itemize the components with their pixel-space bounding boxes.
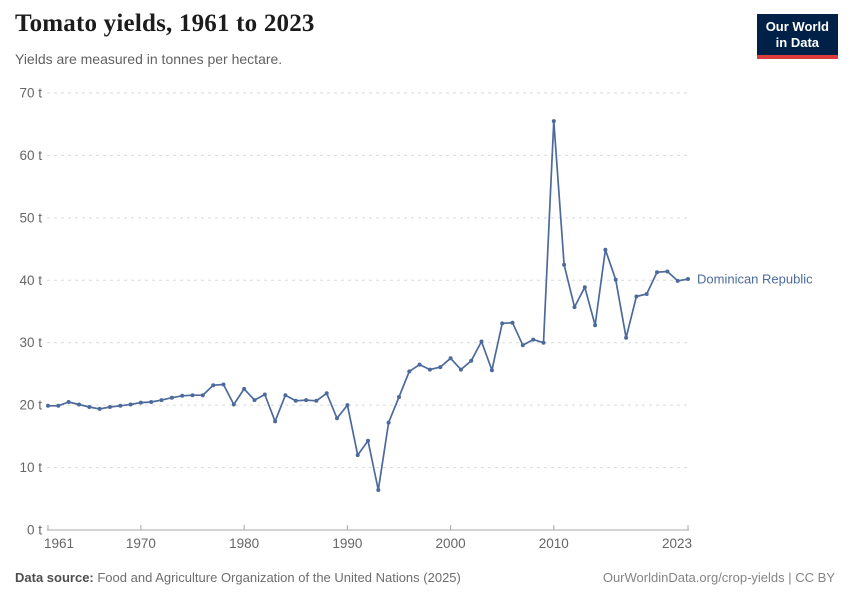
data-point-1979[interactable]	[231, 402, 236, 407]
data-point-1971[interactable]	[149, 400, 154, 404]
data-point-1990[interactable]	[345, 403, 350, 408]
data-point-1984[interactable]	[283, 393, 288, 398]
data-point-2021[interactable]	[665, 269, 670, 274]
data-source-text: Food and Agriculture Organization of the…	[93, 570, 461, 585]
data-point-2014[interactable]	[593, 323, 598, 328]
data-point-1977[interactable]	[211, 383, 216, 388]
data-point-1997[interactable]	[417, 362, 422, 367]
x-tick-label-1990: 1990	[332, 536, 362, 551]
x-tick-label-1961: 1961	[44, 536, 74, 551]
data-source-note: Data source: Food and Agriculture Organi…	[15, 570, 461, 585]
data-point-1981[interactable]	[252, 398, 257, 403]
data-point-1967[interactable]	[107, 405, 112, 409]
data-point-1970[interactable]	[138, 400, 143, 405]
data-point-1975[interactable]	[190, 393, 195, 398]
data-point-2003[interactable]	[479, 339, 484, 344]
data-point-1998[interactable]	[427, 367, 432, 372]
y-tick-label-10: 10 t	[19, 460, 42, 475]
data-point-2022[interactable]	[675, 278, 680, 283]
data-point-2018[interactable]	[634, 294, 639, 299]
data-point-1993[interactable]	[376, 488, 381, 492]
data-source-label: Data source:	[15, 570, 94, 585]
data-point-1988[interactable]	[324, 391, 329, 396]
owid-logo-line1: Our World	[765, 19, 829, 34]
data-point-2001[interactable]	[458, 367, 463, 372]
data-point-2015[interactable]	[603, 247, 608, 252]
data-point-2020[interactable]	[655, 270, 659, 275]
data-point-2007[interactable]	[520, 343, 525, 348]
owid-logo[interactable]: Our World in Data	[756, 14, 838, 59]
y-tick-label-0: 0 t	[27, 523, 42, 538]
data-point-2012[interactable]	[572, 305, 577, 310]
owid-url-link[interactable]: OurWorldinData.org/crop-yields | CC BY	[602, 570, 835, 585]
data-point-1974[interactable]	[180, 393, 185, 398]
x-tick-label-2000: 2000	[436, 536, 466, 551]
y-tick-label-50: 50 t	[19, 210, 42, 225]
entity-label: Dominican Republic	[697, 272, 813, 287]
data-point-2017[interactable]	[624, 335, 629, 340]
data-point-1989[interactable]	[335, 416, 339, 421]
y-tick-label-20: 20 t	[19, 398, 42, 413]
data-point-1982[interactable]	[262, 392, 267, 397]
page-title: Tomato yields, 1961 to 2023	[15, 10, 315, 37]
x-tick-label-2010: 2010	[539, 536, 569, 551]
data-point-1987[interactable]	[314, 398, 319, 403]
line-chart-canvas[interactable]: 0 t 10 t 20 t 30 t 40 t 50 t 60 t 70 t 1961 1970 1…	[0, 85, 850, 555]
data-point-2002[interactable]	[469, 358, 474, 363]
data-point-2010[interactable]	[551, 119, 556, 124]
data-point-1968[interactable]	[118, 403, 123, 408]
data-point-2008[interactable]	[531, 337, 536, 342]
data-point-2004[interactable]	[489, 368, 494, 373]
data-point-1999[interactable]	[438, 365, 443, 370]
data-point-1986[interactable]	[304, 398, 309, 403]
data-point-2005[interactable]	[500, 321, 505, 326]
chart-subtitle: Yields are measured in tonnes per hectar…	[15, 51, 283, 67]
y-tick-label-30: 30 t	[19, 335, 42, 350]
data-point-1963[interactable]	[66, 400, 71, 404]
data-point-1985[interactable]	[293, 398, 298, 403]
data-point-2006[interactable]	[510, 320, 515, 325]
data-point-1996[interactable]	[407, 369, 412, 374]
x-tick-label-2023: 2023	[662, 536, 692, 551]
data-point-1991[interactable]	[355, 453, 360, 458]
data-point-1992[interactable]	[366, 438, 370, 443]
data-point-2019[interactable]	[644, 292, 649, 296]
data-point-1964[interactable]	[77, 402, 81, 407]
data-point-1969[interactable]	[128, 402, 133, 407]
data-point-1983[interactable]	[273, 419, 278, 424]
data-point-1995[interactable]	[397, 395, 401, 399]
data-point-1976[interactable]	[200, 393, 205, 398]
data-point-2009[interactable]	[541, 340, 546, 345]
y-tick-label-70: 70 t	[19, 86, 42, 101]
x-tick-label-1980: 1980	[229, 536, 259, 551]
x-tick-label-1970: 1970	[126, 536, 156, 551]
data-point-1965[interactable]	[87, 405, 92, 409]
data-point-1980[interactable]	[242, 386, 247, 391]
owid-logo-line2: in Data	[775, 35, 820, 51]
data-point-2023[interactable]	[686, 277, 690, 281]
data-point-2013[interactable]	[582, 285, 587, 290]
data-line-dominican-republic	[48, 120, 689, 491]
footer: Data source: Food and Agriculture Organi…	[15, 570, 835, 585]
data-point-1966[interactable]	[97, 406, 102, 411]
data-point-2011[interactable]	[562, 262, 567, 267]
data-point-1973[interactable]	[169, 395, 174, 400]
data-point-2016[interactable]	[613, 277, 618, 282]
data-point-1972[interactable]	[159, 398, 164, 403]
data-point-1994[interactable]	[386, 420, 391, 425]
data-point-1962[interactable]	[56, 403, 61, 408]
data-point-1978[interactable]	[221, 382, 226, 387]
data-point-2000[interactable]	[448, 356, 453, 361]
y-tick-label-40: 40 t	[19, 273, 42, 288]
data-point-1961[interactable]	[46, 403, 50, 408]
y-tick-label-60: 60 t	[19, 148, 42, 163]
